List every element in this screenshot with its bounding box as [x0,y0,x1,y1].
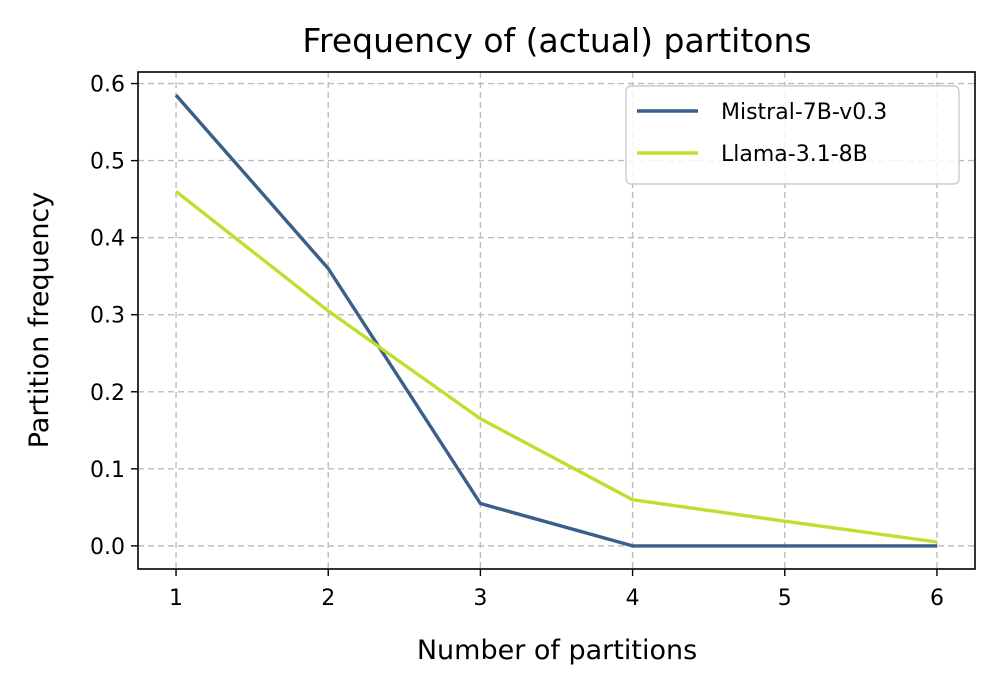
legend-label: Llama-3.1-8B [721,142,868,167]
x-tick-label: 6 [930,586,944,611]
y-tick-label: 0.2 [90,381,125,406]
y-tick-label: 0.4 [90,227,125,252]
y-tick-label: 0.6 [90,73,125,98]
x-tick-label: 3 [473,586,487,611]
x-tick-label: 1 [169,586,183,611]
x-tick-label: 4 [626,586,640,611]
y-axis-label: Partition frequency [24,192,55,449]
y-tick-label: 0.0 [90,535,125,560]
x-axis-label: Number of partitions [417,635,697,666]
series-line-mistral-7b-v0-3 [174,93,937,548]
series-line-llama-3-1-8b [174,190,938,544]
x-tick-label: 2 [321,586,335,611]
x-tick-label: 5 [778,586,792,611]
legend-label: Mistral-7B-v0.3 [721,100,887,125]
y-tick-label: 0.3 [90,304,125,329]
legend: Mistral-7B-v0.3 Llama-3.1-8B [625,85,960,185]
y-tick-label: 0.1 [90,458,125,483]
y-tick-label: 0.5 [90,150,125,175]
y-axis-ticks: 0.0 0.1 0.2 0.3 0.4 0.5 0.6 [90,73,138,560]
axes-frame [137,71,976,570]
chart-title: Frequency of (actual) partitons [302,21,811,60]
series-layer [174,93,938,548]
x-axis-ticks: 1 2 3 4 5 6 [169,569,944,611]
legend-frame [625,85,960,185]
